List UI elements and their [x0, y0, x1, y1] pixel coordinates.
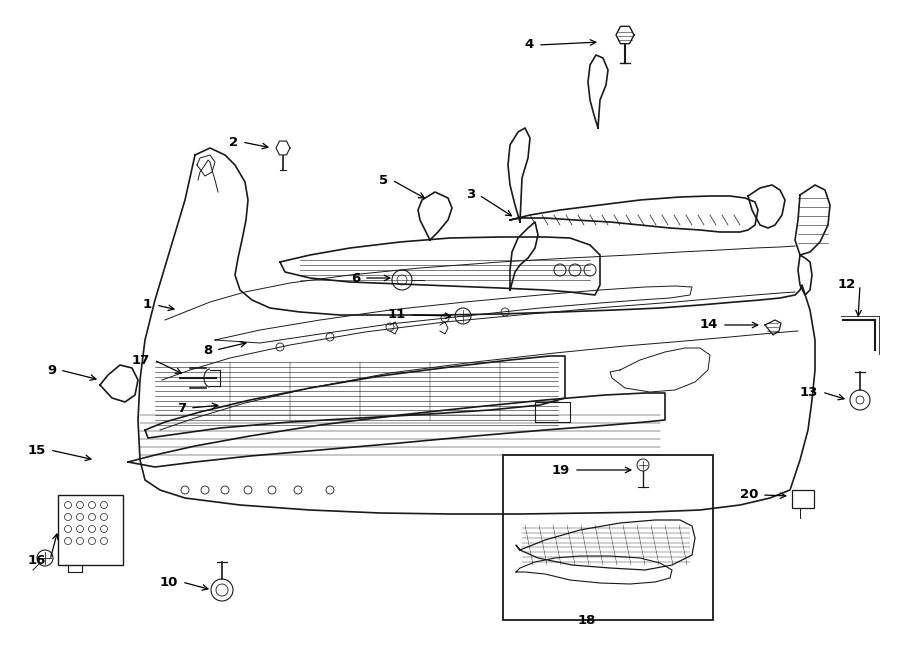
- Text: 14: 14: [699, 319, 718, 332]
- Text: 15: 15: [28, 444, 46, 457]
- Text: 5: 5: [379, 173, 388, 186]
- Text: 17: 17: [131, 354, 150, 366]
- Text: 3: 3: [466, 188, 475, 202]
- Text: 20: 20: [740, 488, 758, 502]
- Bar: [503, 455, 713, 620]
- Text: 13: 13: [799, 385, 818, 399]
- Text: 1: 1: [143, 299, 152, 311]
- Text: 7: 7: [177, 401, 186, 414]
- Text: 11: 11: [388, 309, 406, 321]
- Text: 16: 16: [28, 553, 46, 566]
- Text: 10: 10: [159, 576, 178, 588]
- Text: 9: 9: [47, 364, 56, 377]
- Bar: [58, 495, 123, 565]
- Text: 8: 8: [202, 344, 212, 356]
- Bar: [535, 402, 570, 422]
- Bar: [792, 490, 814, 508]
- Text: 19: 19: [552, 463, 570, 477]
- Text: 12: 12: [838, 278, 856, 292]
- Text: 4: 4: [525, 38, 534, 52]
- Text: 6: 6: [351, 272, 360, 284]
- Text: 2: 2: [229, 136, 238, 149]
- Text: 18: 18: [578, 613, 596, 627]
